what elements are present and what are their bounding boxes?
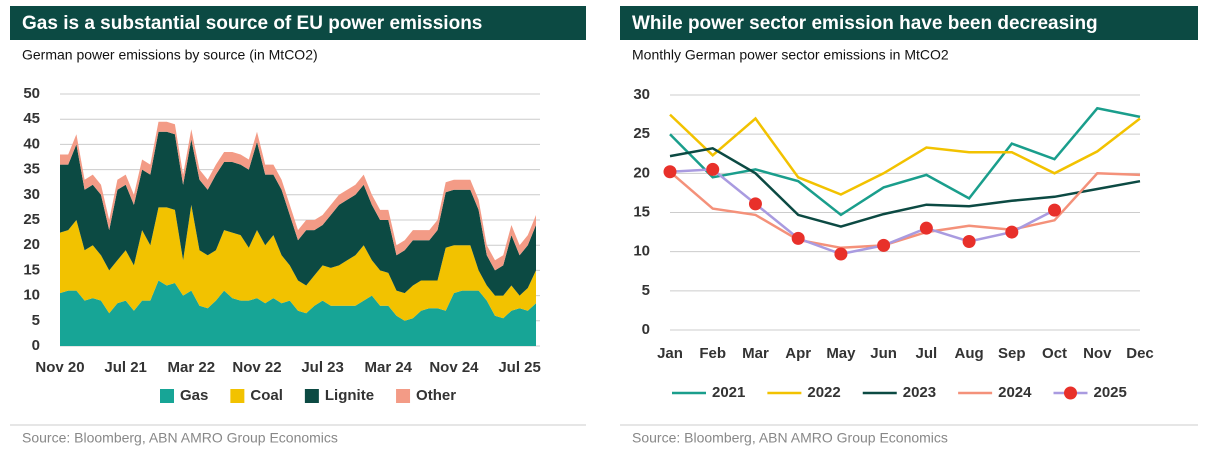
area [60,131,536,296]
line [669,113,1141,196]
y-tick-label: 5 [32,312,40,329]
x-tick-label: Jan [657,345,683,362]
x-tick-label: Mar [742,345,769,362]
source: Source: Bloomberg, ABN AMRO Group Econom… [632,430,948,446]
y-tick-label: 10 [633,243,650,260]
chart-title: While power sector emission have been de… [632,13,1098,34]
y-tick-label: 30 [23,186,40,203]
marker [706,162,720,176]
area [60,204,536,321]
y-tick-label: 25 [633,125,650,142]
x-tick-label: Jul 25 [498,359,541,376]
marker [663,165,677,179]
x-tick-label: May [826,345,856,362]
x-tick-label: Jul 21 [104,359,147,376]
legend-label: Other [416,387,456,404]
x-tick-label: Feb [699,345,726,362]
legend-marker [1064,386,1077,400]
x-tick-label: Nov [1083,345,1112,362]
x-tick-label: Nov 20 [35,359,84,376]
legend-label: Lignite [325,387,374,404]
legend-label: 2021 [712,384,745,401]
x-tick-label: Sep [998,345,1026,362]
y-tick-label: 25 [23,211,40,228]
legend-swatch [396,389,411,403]
source: Source: Bloomberg, ABN AMRO Group Econom… [22,430,338,446]
legend-label: Coal [250,387,283,404]
legend-swatch [304,389,319,403]
line [669,146,1141,228]
area [60,121,536,271]
chart-subtitle: German power emissions by source (in MtC… [22,47,318,63]
x-tick-label: Apr [785,345,811,362]
marker [877,238,891,252]
x-tick-label: Jun [870,345,897,362]
x-tick-label: Jul [916,345,938,362]
y-tick-label: 50 [23,85,40,102]
line [669,168,1056,256]
y-tick-label: 15 [633,203,650,220]
header-bar [620,6,1198,40]
marker [791,231,805,245]
y-tick-label: 0 [642,321,650,338]
legend-swatch [230,389,245,403]
area [60,280,536,346]
y-tick-label: 45 [23,110,40,127]
legend-label: 2023 [903,384,936,401]
y-tick-label: 20 [633,164,650,181]
y-tick-label: 5 [642,282,650,299]
marker [919,221,933,235]
y-tick-label: 35 [23,161,40,178]
x-tick-label: Mar 24 [365,359,413,376]
marker [748,197,762,211]
legend-label: 2025 [1094,384,1127,401]
x-tick-label: Mar 22 [168,359,216,376]
x-tick-label: Dec [1126,345,1154,362]
x-tick-label: Jul 23 [301,359,344,376]
marker [962,234,976,248]
header-bar [10,6,586,40]
chart-subtitle: Monthly German power sector emissions in… [632,47,949,63]
y-tick-label: 15 [23,261,40,278]
legend-label: 2022 [807,384,840,401]
y-tick-label: 20 [23,236,40,253]
x-tick-label: Nov 24 [429,359,479,376]
y-tick-label: 30 [633,86,650,103]
marker [1005,225,1019,239]
x-tick-label: Oct [1042,345,1067,362]
marker [834,247,848,261]
line [669,170,1141,250]
y-tick-label: 10 [23,287,40,304]
legend-swatch [160,389,174,403]
marker [1048,203,1062,217]
x-tick-label: Aug [955,345,984,362]
legend-label: 2024 [998,384,1032,401]
y-tick-label: 40 [23,135,40,152]
y-tick-label: 0 [32,337,40,354]
line [669,106,1141,217]
legend-label: Gas [180,387,208,404]
chart-title: Gas is a substantial source of EU power … [22,13,482,34]
x-tick-label: Nov 22 [232,359,281,376]
